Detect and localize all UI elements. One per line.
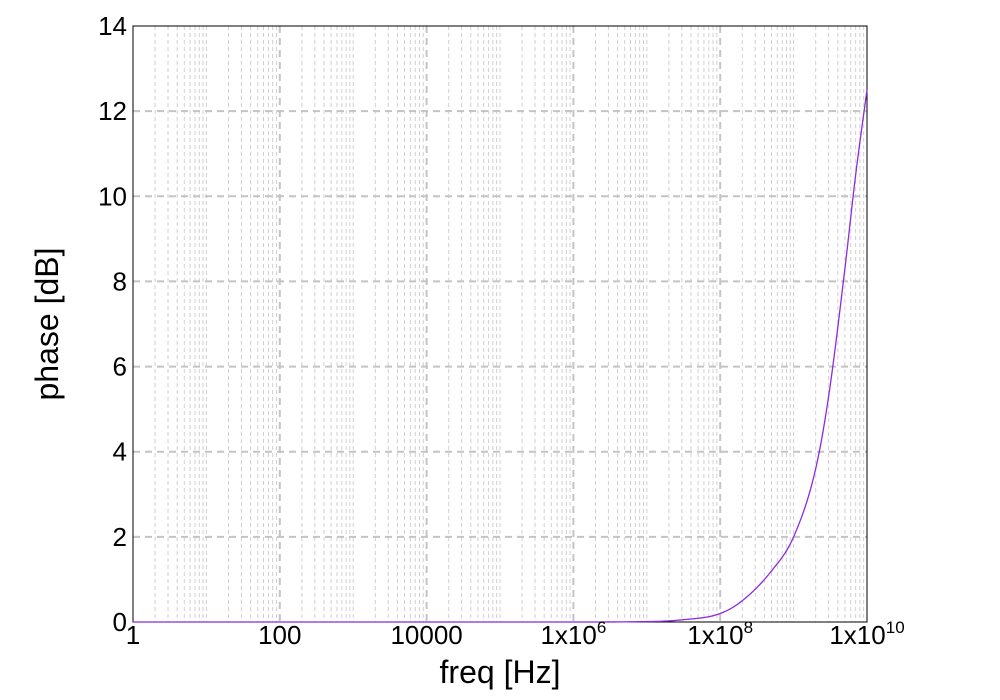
series-layer (133, 89, 868, 623)
x-tick-base: 100 (258, 620, 301, 650)
x-axis-ticks: 1 100 10000 1x106 1x108 1x1010 (126, 618, 905, 650)
x-tick-base: 1 (126, 620, 140, 650)
y-tick-label: 8 (113, 266, 127, 296)
x-tick-base: 1x10 (829, 620, 885, 650)
x-tick-label: 1 (126, 620, 140, 650)
x-tick-exponent: 8 (744, 618, 753, 637)
x-axis-label: freq [Hz] (440, 654, 561, 690)
x-tick-exponent: 10 (886, 618, 905, 637)
y-tick-label: 2 (113, 522, 127, 552)
y-axis-ticks: 0 2 4 6 8 10 12 14 (98, 11, 127, 637)
y-axis-label: phase [dB] (29, 248, 65, 401)
x-tick-label: 10000 (390, 620, 462, 650)
y-tick-label: 10 (98, 181, 127, 211)
x-tick-label: 1x106 (540, 618, 606, 650)
y-tick-label: 12 (98, 96, 127, 126)
x-tick-base: 1x10 (540, 620, 596, 650)
x-tick-base: 10000 (390, 620, 462, 650)
x-tick-label: 1x108 (687, 618, 753, 650)
x-tick-base: 1x10 (687, 620, 743, 650)
y-tick-label: 6 (113, 352, 127, 382)
series-line (133, 89, 868, 623)
x-tick-exponent: 6 (597, 618, 606, 637)
y-tick-label: 0 (113, 607, 127, 637)
grid (133, 26, 867, 622)
y-tick-label: 4 (113, 437, 127, 467)
y-tick-label: 14 (98, 11, 127, 41)
x-tick-label: 100 (258, 620, 301, 650)
x-tick-label: 1x1010 (829, 618, 904, 650)
